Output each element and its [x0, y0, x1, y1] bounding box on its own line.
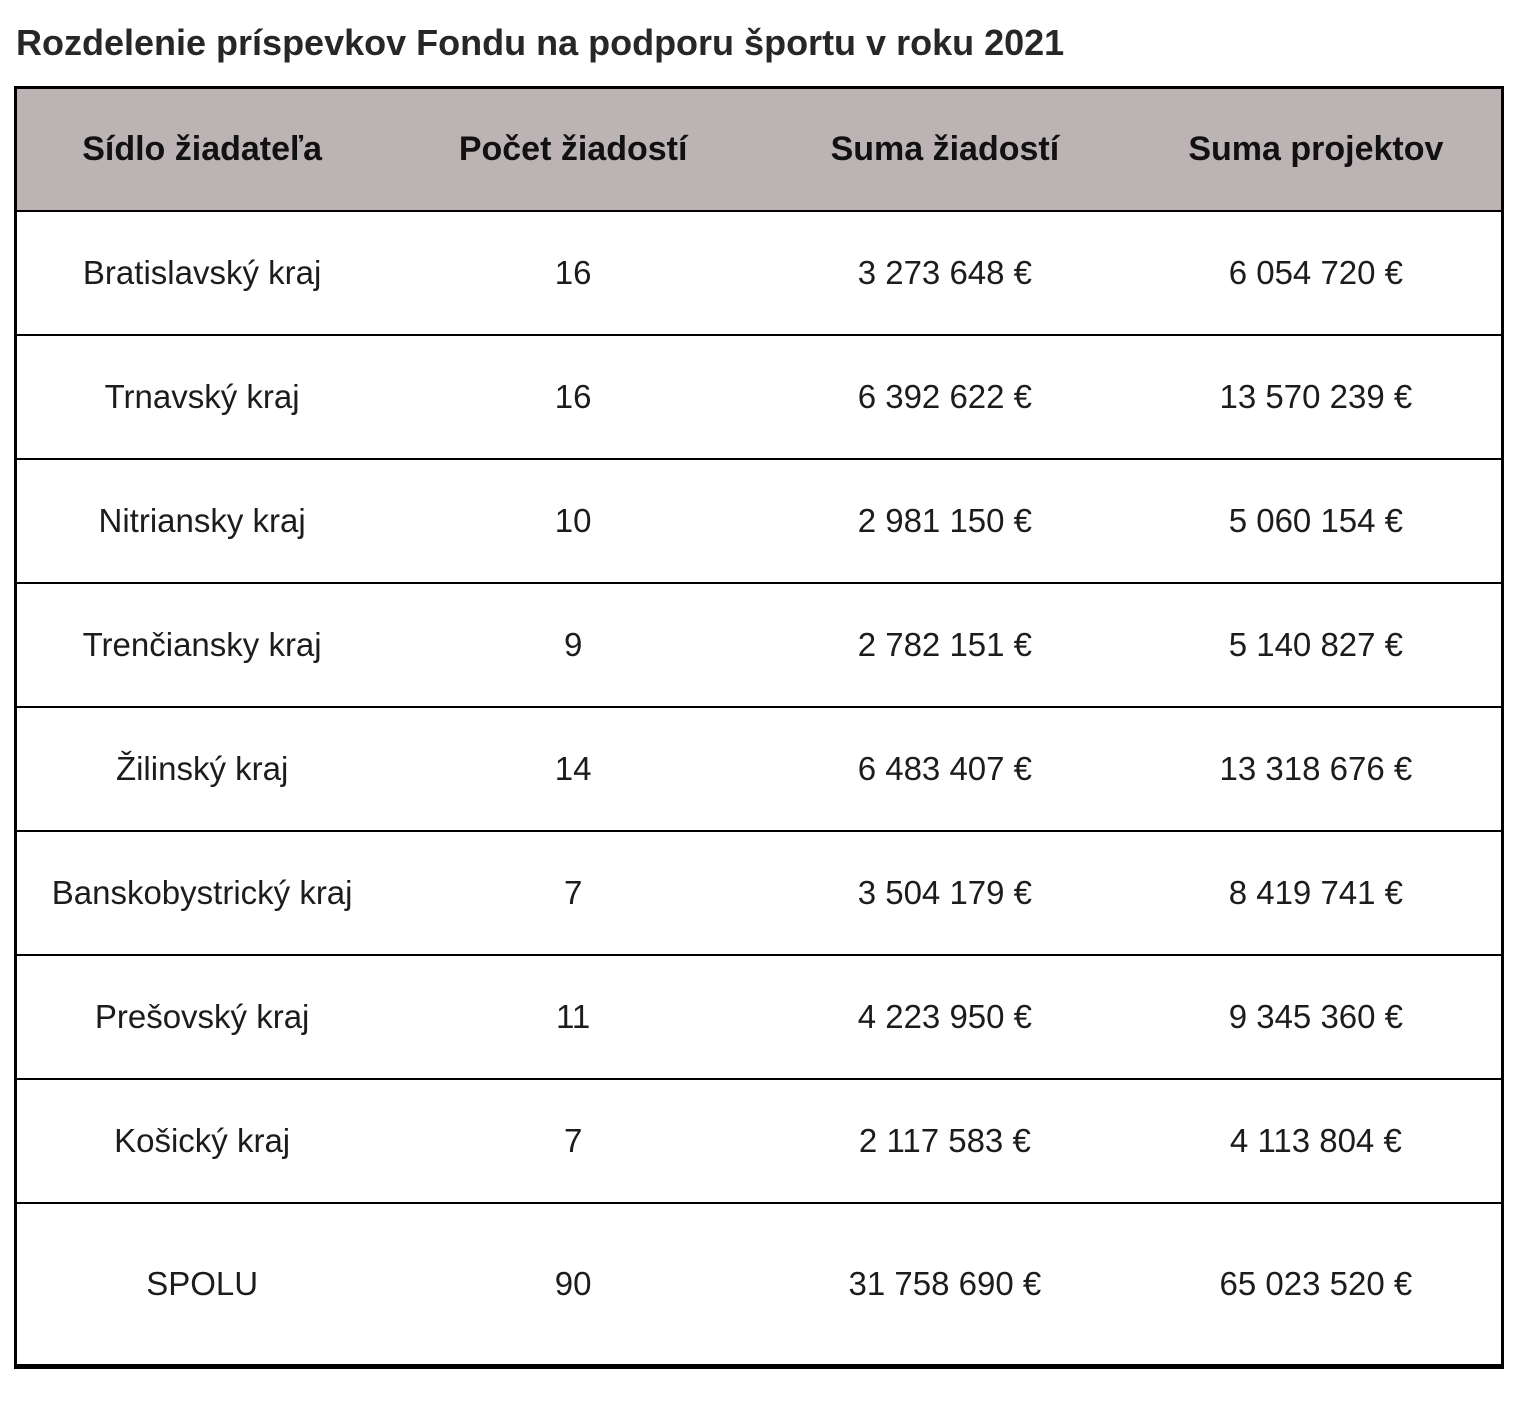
table-cell: 5 140 827 € [1130, 581, 1503, 707]
table-cell: 8 419 741 € [1130, 829, 1503, 955]
table-cell: 2 981 150 € [759, 457, 1131, 583]
table-row: Nitriansky kraj 10 2 981 150 €5 060 154 € [15, 457, 1503, 583]
table-row: Trenčiansky kraj 9 2 782 151 €5 140 827 € [15, 581, 1503, 707]
table-row: Trnavský kraj 16 6 392 622 €13 570 239 € [15, 333, 1503, 459]
table-cell: 2 782 151 € [759, 581, 1131, 707]
table-cell: 90 [387, 1201, 759, 1367]
table-cell: 10 [387, 457, 759, 583]
table-cell: 13 570 239 € [1130, 333, 1503, 459]
table-cell: 6 054 720 € [1228, 253, 1404, 291]
table-cell: 16 [554, 253, 592, 291]
table-cell: 11 [387, 953, 759, 1079]
table-cell: SPOLU [15, 1201, 388, 1367]
table-row-total: SPOLU 90 31 758 690 €65 023 520 € [15, 1201, 1503, 1367]
table-cell: 3 273 648 € [857, 253, 1033, 291]
table-cell: 16 [387, 333, 759, 459]
table-cell: 7 [387, 829, 759, 955]
table-row: Prešovský kraj 11 4 223 950 €9 345 360 € [15, 953, 1503, 1079]
table-cell: 6 392 622 € [759, 333, 1131, 459]
column-header-suma-projektov: Suma projektov [1130, 87, 1503, 212]
page-title: Rozdelenie príspevkov Fondu na podporu š… [16, 22, 1065, 63]
table-cell: 7 [387, 1077, 759, 1203]
table-cell: 9 345 360 € [1130, 953, 1503, 1079]
table-cell: 14 [387, 705, 759, 831]
table-row: Košický kraj 7 2 117 583 €4 113 804 € [15, 1077, 1503, 1203]
table-cell: 5 060 154 € [1130, 457, 1503, 583]
table-cell: 9 [387, 581, 759, 707]
table-cell: 13 318 676 € [1130, 705, 1503, 831]
table-header-row: Sídlo žiadateľa Počet žiadostí Suma žiad… [15, 87, 1503, 212]
column-header-sidlo-ziadatela: Sídlo žiadateľa [15, 87, 388, 212]
table-cell: 65 023 520 € [1130, 1201, 1503, 1367]
table-cell: 31 758 690 € [759, 1201, 1131, 1367]
table-row: Žilinský kraj 14 6 483 407 €13 318 676 € [15, 705, 1503, 831]
table-cell: Trenčiansky kraj [15, 581, 388, 707]
table-cell: 3 504 179 € [759, 829, 1131, 955]
table-cell: 2 117 583 € [759, 1077, 1131, 1203]
table-cell: Žilinský kraj [15, 705, 388, 831]
table-row: Bratislavský kraj 16 3 273 648 € 6 054 720 … [16, 211, 1503, 335]
column-header-pocet-ziadosti: Počet žiadostí [387, 87, 759, 212]
table-cell: Nitriansky kraj [15, 457, 388, 583]
table-cell: Bratislavský kraj [82, 253, 322, 291]
table-cell: Trnavský kraj [15, 333, 388, 459]
table-cell: Banskobystrický kraj [15, 829, 388, 955]
table-cell: 4 223 950 € [759, 953, 1131, 1079]
table-body: Bratislavský kraj 16 3 273 648 € 6 054 720 … [15, 211, 1503, 1367]
column-header-suma-ziadosti: Suma žiadostí [759, 87, 1131, 212]
table-cell: Prešovský kraj [15, 953, 388, 1079]
table-row: Banskobystrický kraj 7 3 504 179 €8 419 74… [15, 829, 1503, 955]
table-header: Sídlo žiadateľa Počet žiadostí Suma žiad… [15, 87, 1503, 212]
table-cell: 4 113 804 € [1130, 1077, 1503, 1203]
contributions-table: Sídlo žiadateľa Počet žiadostí Suma žiad… [14, 86, 1504, 1369]
table-cell: 6 483 407 € [759, 705, 1131, 831]
table-cell: Košický kraj [15, 1077, 388, 1203]
